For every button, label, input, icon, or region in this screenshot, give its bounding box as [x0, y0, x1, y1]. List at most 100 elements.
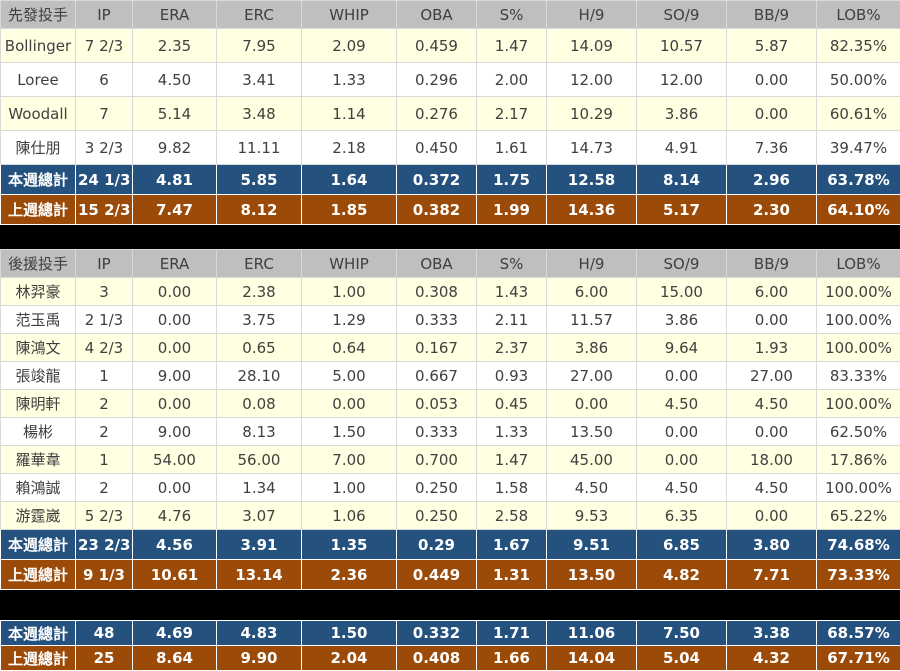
stat-cell: 1.50: [302, 418, 397, 446]
column-header-h9: H/9: [547, 1, 637, 29]
stat-cell: 0.382: [397, 195, 477, 225]
total-label: 本週總計: [1, 165, 76, 195]
stat-cell: 3.38: [727, 621, 817, 646]
stat-cell: 4.50: [637, 474, 727, 502]
column-header-erc: ERC: [217, 250, 302, 278]
stat-cell: 65.22%: [817, 502, 900, 530]
stat-cell: 1: [76, 446, 133, 474]
stat-cell: 3.86: [637, 97, 727, 131]
stat-cell: 3.41: [217, 63, 302, 97]
stat-cell: 3: [76, 278, 133, 306]
stat-cell: 0.93: [477, 362, 547, 390]
stat-cell: 11.57: [547, 306, 637, 334]
stat-cell: 0.65: [217, 334, 302, 362]
column-header-whip: WHIP: [302, 1, 397, 29]
stat-cell: 5.00: [302, 362, 397, 390]
stat-cell: 73.33%: [817, 560, 900, 590]
stat-cell: 0.450: [397, 131, 477, 165]
column-header-erc: ERC: [217, 1, 302, 29]
stat-cell: 0.00: [637, 362, 727, 390]
stat-cell: 27.00: [727, 362, 817, 390]
stat-cell: 8.14: [637, 165, 727, 195]
pitcher-name: 張竣龍: [1, 362, 76, 390]
stat-cell: 4.50: [637, 390, 727, 418]
stat-cell: 2.11: [477, 306, 547, 334]
stat-cell: 39.47%: [817, 131, 900, 165]
stat-cell: 8.64: [133, 646, 217, 671]
stat-cell: 12.00: [547, 63, 637, 97]
stat-cell: 13.50: [547, 560, 637, 590]
stat-cell: 6.85: [637, 530, 727, 560]
stat-cell: 1.33: [302, 63, 397, 97]
stat-cell: 5.14: [133, 97, 217, 131]
stat-cell: 60.61%: [817, 97, 900, 131]
stat-cell: 2.30: [727, 195, 817, 225]
column-header-ip: IP: [76, 1, 133, 29]
stat-cell: 7 2/3: [76, 29, 133, 63]
stat-cell: 23 2/3: [76, 530, 133, 560]
pitcher-name: 羅華韋: [1, 446, 76, 474]
stat-cell: 5.17: [637, 195, 727, 225]
stat-cell: 48: [76, 621, 133, 646]
stat-cell: 50.00%: [817, 63, 900, 97]
pitcher-name: 游霆崴: [1, 502, 76, 530]
pitcher-name: Loree: [1, 63, 76, 97]
stat-cell: 14.36: [547, 195, 637, 225]
column-header-oba: OBA: [397, 250, 477, 278]
stat-cell: 7.00: [302, 446, 397, 474]
stat-cell: 1.93: [727, 334, 817, 362]
stat-cell: 13.50: [547, 418, 637, 446]
stat-cell: 4.32: [727, 646, 817, 671]
stat-cell: 3 2/3: [76, 131, 133, 165]
stat-cell: 14.04: [547, 646, 637, 671]
stat-cell: 2.04: [302, 646, 397, 671]
pitcher-name: 林羿豪: [1, 278, 76, 306]
stat-cell: 2.38: [217, 278, 302, 306]
stat-cell: 3.86: [547, 334, 637, 362]
stat-cell: 1.50: [302, 621, 397, 646]
column-header-whip: WHIP: [302, 250, 397, 278]
column-header-bb9: BB/9: [727, 1, 817, 29]
stat-cell: 0.296: [397, 63, 477, 97]
stat-cell: 28.10: [217, 362, 302, 390]
stat-cell: 15.00: [637, 278, 727, 306]
stat-cell: 24 1/3: [76, 165, 133, 195]
stat-cell: 2: [76, 474, 133, 502]
stat-cell: 0.250: [397, 502, 477, 530]
stat-cell: 4.82: [637, 560, 727, 590]
stat-cell: 1.66: [477, 646, 547, 671]
stat-cell: 4.81: [133, 165, 217, 195]
stat-cell: 10.61: [133, 560, 217, 590]
pitcher-name: Woodall: [1, 97, 76, 131]
stat-cell: 0.333: [397, 418, 477, 446]
stat-cell: 4.69: [133, 621, 217, 646]
pitcher-name: 楊彬: [1, 418, 76, 446]
stat-cell: 0.459: [397, 29, 477, 63]
stat-cell: 1.00: [302, 278, 397, 306]
stat-cell: 2.36: [302, 560, 397, 590]
stat-cell: 1.31: [477, 560, 547, 590]
stat-cell: 2.96: [727, 165, 817, 195]
stat-cell: 6: [76, 63, 133, 97]
total-label: 本週總計: [1, 530, 76, 560]
stat-cell: 68.57%: [817, 621, 900, 646]
stat-cell: 0.00: [637, 418, 727, 446]
total-label: 上週總計: [1, 560, 76, 590]
pitcher-name: 陳仕朋: [1, 131, 76, 165]
stat-cell: 4 2/3: [76, 334, 133, 362]
stat-cell: 1.71: [477, 621, 547, 646]
stat-cell: 7.47: [133, 195, 217, 225]
